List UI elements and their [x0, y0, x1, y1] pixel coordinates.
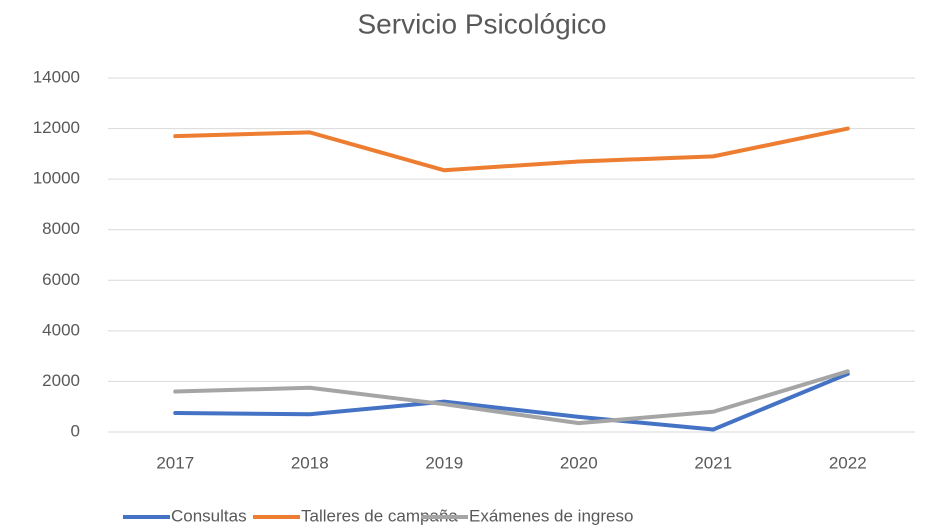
x-tick-label: 2018: [291, 453, 329, 472]
x-tick-label: 2021: [694, 453, 732, 472]
x-tick-label: 2022: [829, 453, 867, 472]
x-tick-label: 2019: [425, 453, 463, 472]
y-tick-label: 0: [71, 421, 80, 440]
y-tick-label: 4000: [42, 320, 80, 339]
y-tick-label: 2000: [42, 371, 80, 390]
y-tick-label: 8000: [42, 219, 80, 238]
y-tick-label: 12000: [33, 118, 80, 137]
x-tick-label: 2020: [560, 453, 598, 472]
legend-label: Talleres de campaña: [301, 506, 458, 525]
y-tick-label: 10000: [33, 169, 80, 188]
series-line: [173, 371, 850, 432]
series-line: [173, 126, 850, 173]
x-tick-label: 2017: [156, 453, 194, 472]
legend-label: Consultas: [171, 506, 247, 525]
y-tick-label: 6000: [42, 270, 80, 289]
chart-title: Servicio Psicológico: [358, 8, 607, 39]
y-tick-label: 14000: [33, 67, 80, 86]
legend-label: Exámenes de ingreso: [469, 506, 633, 525]
series-line: [173, 369, 850, 426]
